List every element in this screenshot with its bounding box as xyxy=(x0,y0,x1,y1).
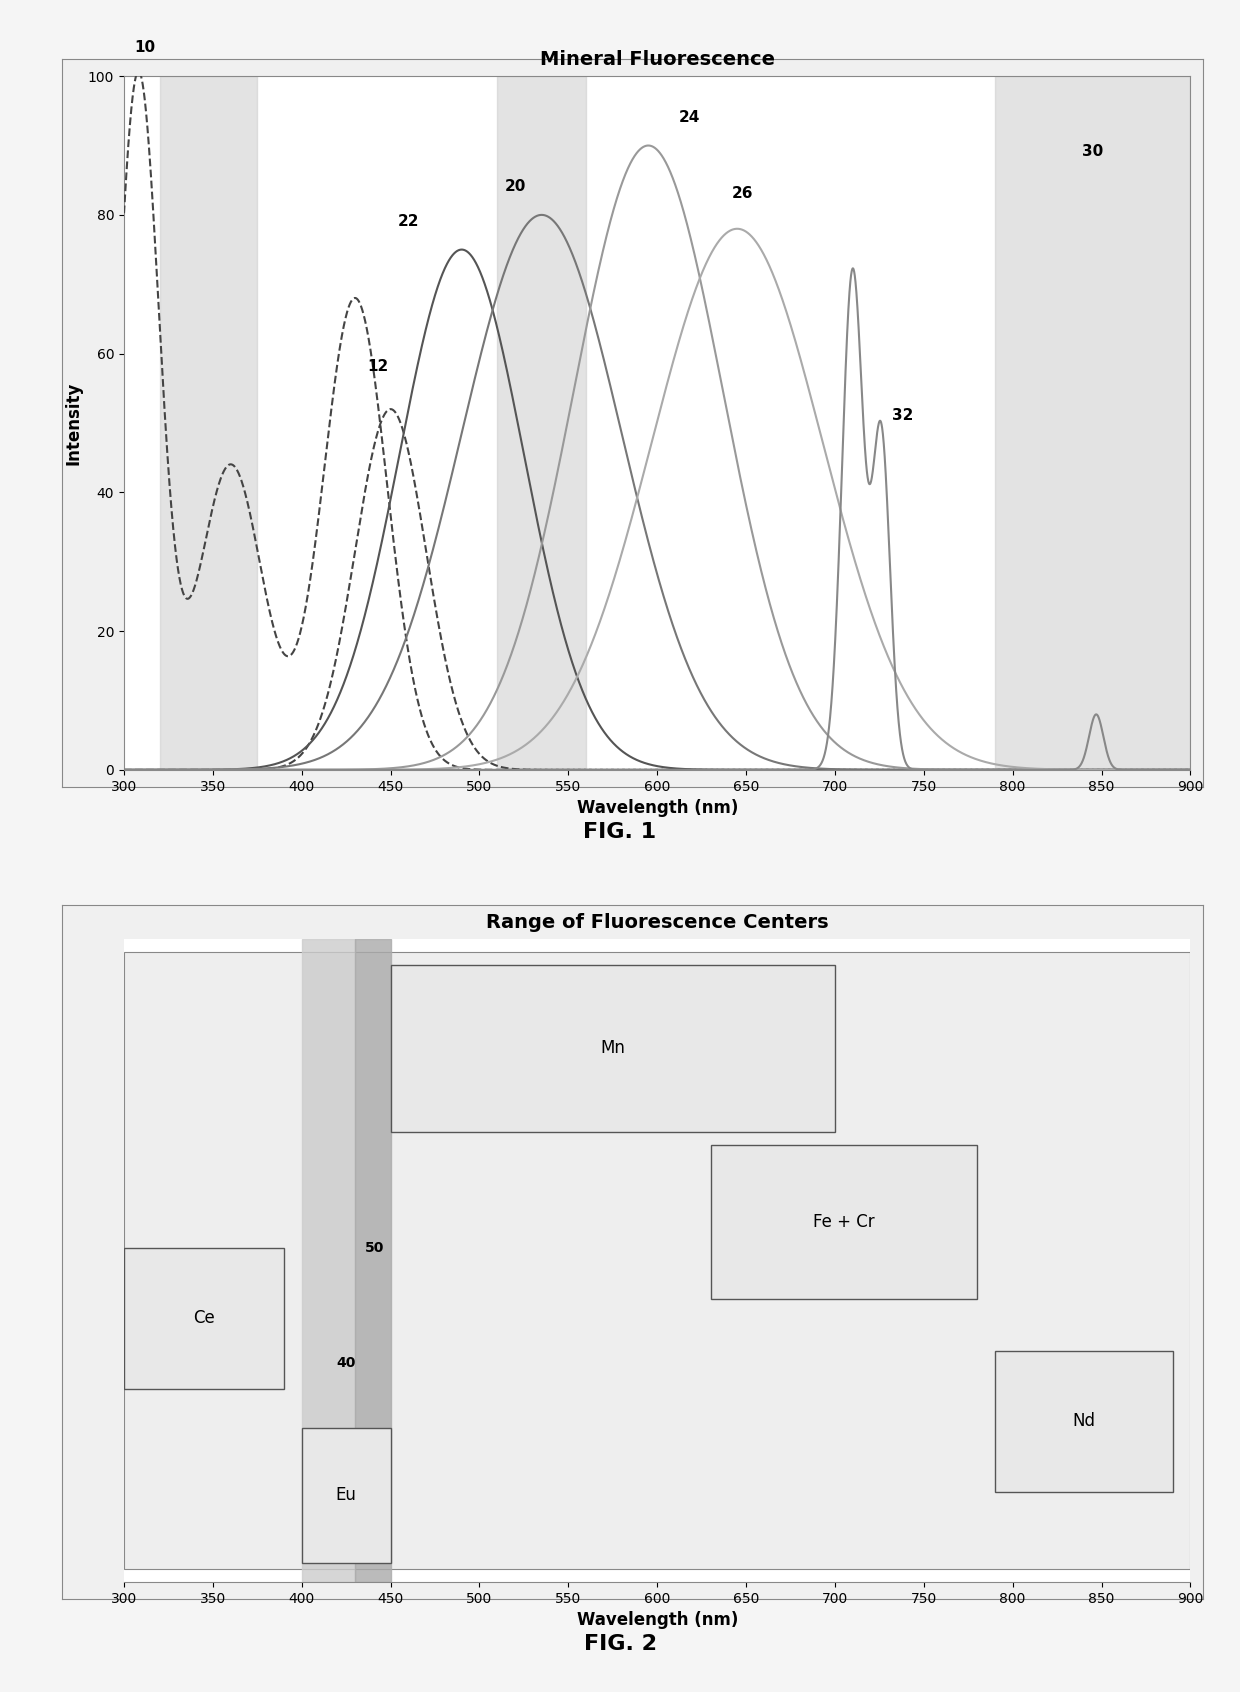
Title: Range of Fluorescence Centers: Range of Fluorescence Centers xyxy=(486,914,828,932)
Bar xyxy=(301,939,355,1582)
Text: 26: 26 xyxy=(732,186,753,201)
Bar xyxy=(124,1247,284,1389)
Text: Mn: Mn xyxy=(600,1039,625,1058)
Bar xyxy=(160,76,258,770)
Title: Mineral Fluorescence: Mineral Fluorescence xyxy=(539,51,775,69)
Text: 12: 12 xyxy=(367,359,389,374)
Text: 10: 10 xyxy=(135,41,156,56)
Bar xyxy=(391,964,835,1132)
Text: 32: 32 xyxy=(892,408,913,423)
Bar xyxy=(301,1428,391,1563)
Bar xyxy=(994,1350,1173,1492)
Bar xyxy=(497,76,587,770)
Text: 24: 24 xyxy=(678,110,699,125)
Bar xyxy=(711,1145,977,1299)
X-axis label: Wavelength (nm): Wavelength (nm) xyxy=(577,1611,738,1629)
Text: Eu: Eu xyxy=(336,1486,357,1504)
Text: 22: 22 xyxy=(398,213,419,228)
Y-axis label: Intensity: Intensity xyxy=(64,381,82,465)
Text: Nd: Nd xyxy=(1073,1413,1095,1430)
Text: Fe + Cr: Fe + Cr xyxy=(813,1213,874,1232)
Text: FIG. 2: FIG. 2 xyxy=(584,1634,656,1653)
Text: FIG. 1: FIG. 1 xyxy=(584,822,656,841)
Text: 20: 20 xyxy=(505,179,526,195)
Text: 40: 40 xyxy=(336,1357,356,1371)
X-axis label: Wavelength (nm): Wavelength (nm) xyxy=(577,799,738,817)
Text: 30: 30 xyxy=(1083,144,1104,159)
Text: 50: 50 xyxy=(365,1240,384,1255)
Text: Ce: Ce xyxy=(193,1310,215,1328)
Bar xyxy=(994,76,1190,770)
Bar xyxy=(355,939,391,1582)
